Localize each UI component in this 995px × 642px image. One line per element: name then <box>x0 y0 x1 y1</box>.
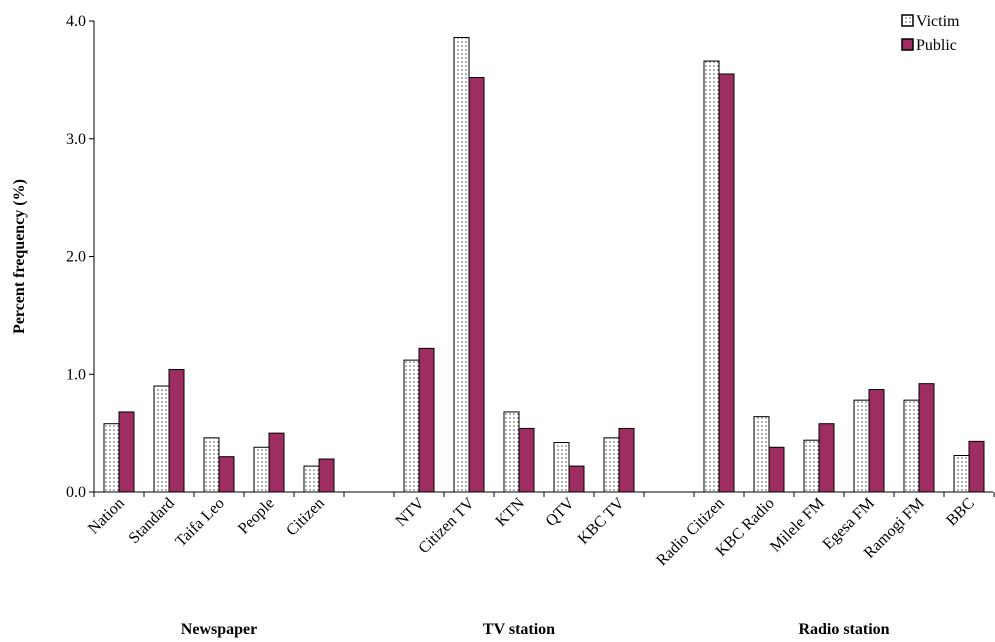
bar-victim-qtv <box>553 442 570 493</box>
y-tick-label: 0.0 <box>66 484 86 501</box>
bar-victim-radio-citizen <box>703 60 720 493</box>
x-category-label: Citizen <box>283 495 328 540</box>
bar-public-milele-fm <box>818 423 835 493</box>
y-tick-label: 1.0 <box>66 366 86 383</box>
y-axis-title: Percent frequency (%) <box>11 179 28 334</box>
bar-victim-people <box>253 446 270 493</box>
bar-public-taifa-leo <box>218 456 235 493</box>
bar-public-egesa-fm <box>868 389 885 493</box>
y-tick-label: 3.0 <box>66 131 86 148</box>
bar-victim-egesa-fm <box>853 399 870 493</box>
y-tick-label: 2.0 <box>66 249 86 266</box>
bar-victim-taifa-leo <box>203 437 220 493</box>
x-category-label: NTV <box>393 494 429 530</box>
bar-public-radio-citizen <box>718 73 735 493</box>
legend-swatch-public <box>901 38 914 51</box>
bar-public-kbc-tv <box>618 427 635 493</box>
bar-victim-kbc-tv <box>603 437 620 493</box>
x-category-label: BBC <box>943 495 978 530</box>
bar-public-citizen <box>318 458 335 493</box>
group-label: Radio station <box>798 621 889 638</box>
bar-victim-citizen-tv <box>453 36 470 493</box>
y-tick-label: 4.0 <box>66 13 86 30</box>
bar-public-bbc <box>968 440 985 493</box>
x-category-label: QTV <box>543 494 579 530</box>
bar-public-ktn <box>518 427 535 493</box>
bar-victim-bbc <box>953 454 970 493</box>
bar-public-ramogi-fm <box>918 383 935 493</box>
bar-victim-kbc-radio <box>753 416 770 493</box>
x-category-label: People <box>235 495 278 538</box>
bar-victim-ktn <box>503 411 520 493</box>
bar-victim-milele-fm <box>803 439 820 493</box>
group-label: Newspaper <box>181 621 257 638</box>
bar-public-standard <box>168 369 185 493</box>
bar-public-kbc-radio <box>768 446 785 493</box>
x-category-label: Radio Citizen <box>653 495 728 570</box>
bar-public-qtv <box>568 465 585 493</box>
bar-public-ntv <box>418 347 435 493</box>
x-category-label: KTN <box>493 494 529 530</box>
bar-victim-citizen <box>303 465 320 493</box>
bar-public-people <box>268 432 285 493</box>
x-category-label: Taifa Leo <box>172 495 228 551</box>
legend-label-victim: Victim <box>916 13 960 30</box>
legend-swatch-victim <box>901 14 914 27</box>
group-label: TV station <box>483 621 555 638</box>
bar-victim-standard <box>153 385 170 493</box>
bar-victim-ntv <box>403 359 420 493</box>
bar-public-nation <box>118 411 135 493</box>
bar-public-citizen-tv <box>468 77 485 493</box>
x-category-label: Standard <box>126 495 178 547</box>
bar-victim-ramogi-fm <box>903 399 920 493</box>
x-category-label: Nation <box>85 495 128 538</box>
x-category-label: Milele FM <box>767 495 828 556</box>
bar-victim-nation <box>103 423 120 493</box>
x-category-label: KBC TV <box>575 494 628 547</box>
legend-label-public: Public <box>916 37 957 54</box>
